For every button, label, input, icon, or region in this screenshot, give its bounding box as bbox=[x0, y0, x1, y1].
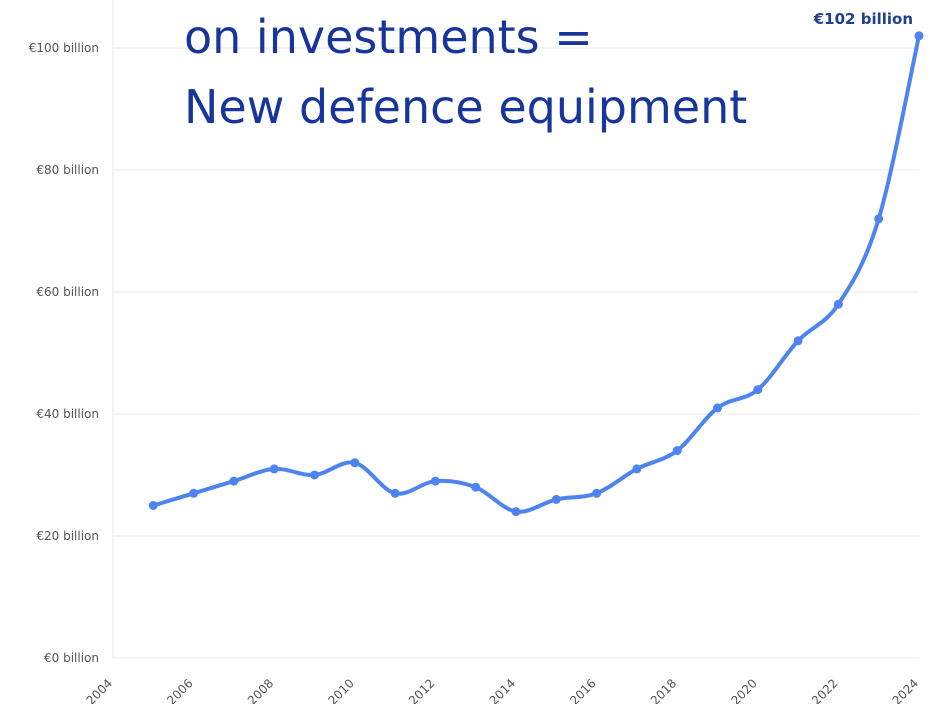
data-point bbox=[390, 488, 400, 498]
x-tick-label: 2008 bbox=[245, 676, 276, 704]
x-tick-label: 2004 bbox=[84, 676, 115, 704]
y-tick-label: €100 billion bbox=[29, 41, 99, 55]
data-point bbox=[833, 299, 843, 309]
y-tick-label: €0 billion bbox=[44, 651, 99, 665]
overlay-text-line-2: New defence equipment bbox=[184, 80, 748, 134]
x-tick-label: 2024 bbox=[890, 676, 921, 704]
data-point bbox=[551, 494, 561, 504]
data-labels: €102 billion bbox=[813, 10, 913, 28]
x-tick-label: 2016 bbox=[567, 676, 598, 704]
data-point bbox=[592, 488, 602, 498]
data-point bbox=[430, 476, 440, 486]
x-tick-label: 2014 bbox=[487, 676, 518, 704]
x-tick-label: 2010 bbox=[325, 676, 356, 704]
data-point bbox=[189, 488, 199, 498]
data-point bbox=[350, 458, 360, 468]
data-point bbox=[874, 214, 884, 224]
overlay-text-line-1: on investments = bbox=[184, 10, 593, 64]
data-point bbox=[471, 482, 481, 492]
data-point bbox=[753, 385, 763, 395]
data-point bbox=[229, 476, 239, 486]
data-point bbox=[713, 403, 722, 413]
data-label-last: €102 billion bbox=[813, 10, 913, 28]
data-point bbox=[793, 336, 803, 346]
data-point bbox=[511, 507, 521, 517]
data-point bbox=[148, 501, 158, 510]
gridlines bbox=[113, 47, 919, 659]
y-tick-label: €80 billion bbox=[36, 163, 99, 177]
y-tick-label: €60 billion bbox=[36, 285, 99, 299]
y-tick-label: €20 billion bbox=[36, 529, 99, 543]
x-tick-label: 2012 bbox=[406, 676, 437, 704]
data-point bbox=[269, 464, 279, 474]
x-tick-label: 2022 bbox=[809, 676, 840, 704]
data-point bbox=[632, 464, 642, 474]
data-point bbox=[672, 446, 682, 456]
data-points bbox=[148, 31, 924, 517]
data-point bbox=[914, 31, 924, 41]
y-tick-label: €40 billion bbox=[36, 407, 99, 421]
x-tick-label: 2006 bbox=[164, 676, 195, 704]
x-tick-label: 2018 bbox=[648, 676, 679, 704]
data-point bbox=[310, 470, 319, 480]
x-tick-label: 2020 bbox=[728, 676, 759, 704]
